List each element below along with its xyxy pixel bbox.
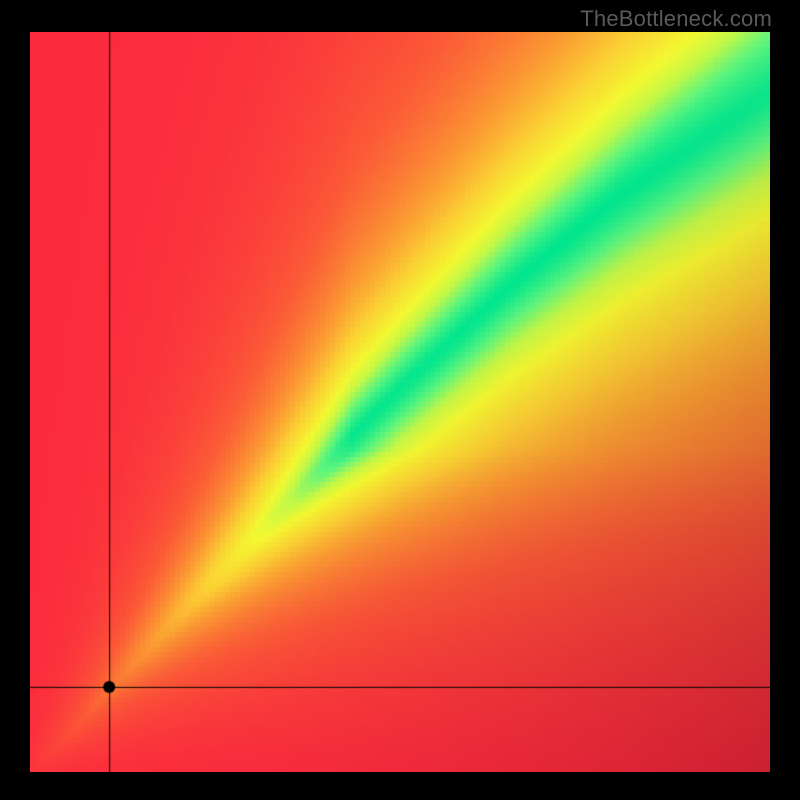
bottleneck-heatmap: [30, 32, 770, 772]
watermark-text: TheBottleneck.com: [580, 6, 772, 32]
chart-container: TheBottleneck.com: [0, 0, 800, 800]
